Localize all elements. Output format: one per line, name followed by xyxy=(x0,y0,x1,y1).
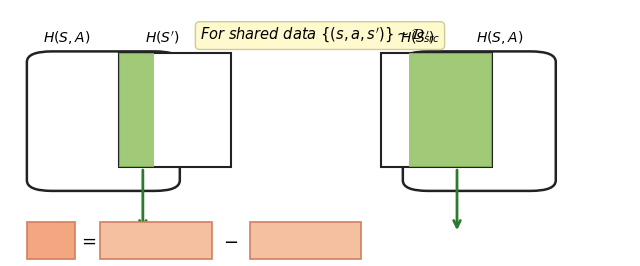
Text: $=$: $=$ xyxy=(78,232,97,250)
Text: $I_{src}([S,A];S^\prime)$: $I_{src}([S,A];S^\prime)$ xyxy=(260,231,352,250)
Text: $H(S,A)$: $H(S,A)$ xyxy=(43,29,90,46)
Text: $H(S^\prime)$: $H(S^\prime)$ xyxy=(145,30,180,46)
FancyBboxPatch shape xyxy=(250,222,362,259)
Text: $\Delta I$: $\Delta I$ xyxy=(42,233,59,249)
FancyBboxPatch shape xyxy=(409,53,492,167)
FancyBboxPatch shape xyxy=(119,53,154,167)
FancyBboxPatch shape xyxy=(403,51,556,191)
FancyBboxPatch shape xyxy=(119,53,231,167)
Text: $-$: $-$ xyxy=(223,232,238,250)
Text: $I_{tar}([S,A];S^\prime)$: $I_{tar}([S,A];S^\prime)$ xyxy=(111,231,202,250)
Text: For shared data $\{(s, a, s^\prime)\} \sim \mathcal{D}_{src}$: For shared data $\{(s, a, s^\prime)\} \s… xyxy=(200,26,440,45)
Text: $H(S^\prime)$: $H(S^\prime)$ xyxy=(399,30,435,46)
FancyBboxPatch shape xyxy=(381,53,492,167)
FancyBboxPatch shape xyxy=(27,222,75,259)
Text: $H(S,A)$: $H(S,A)$ xyxy=(476,29,524,46)
FancyBboxPatch shape xyxy=(100,222,212,259)
FancyBboxPatch shape xyxy=(27,51,180,191)
